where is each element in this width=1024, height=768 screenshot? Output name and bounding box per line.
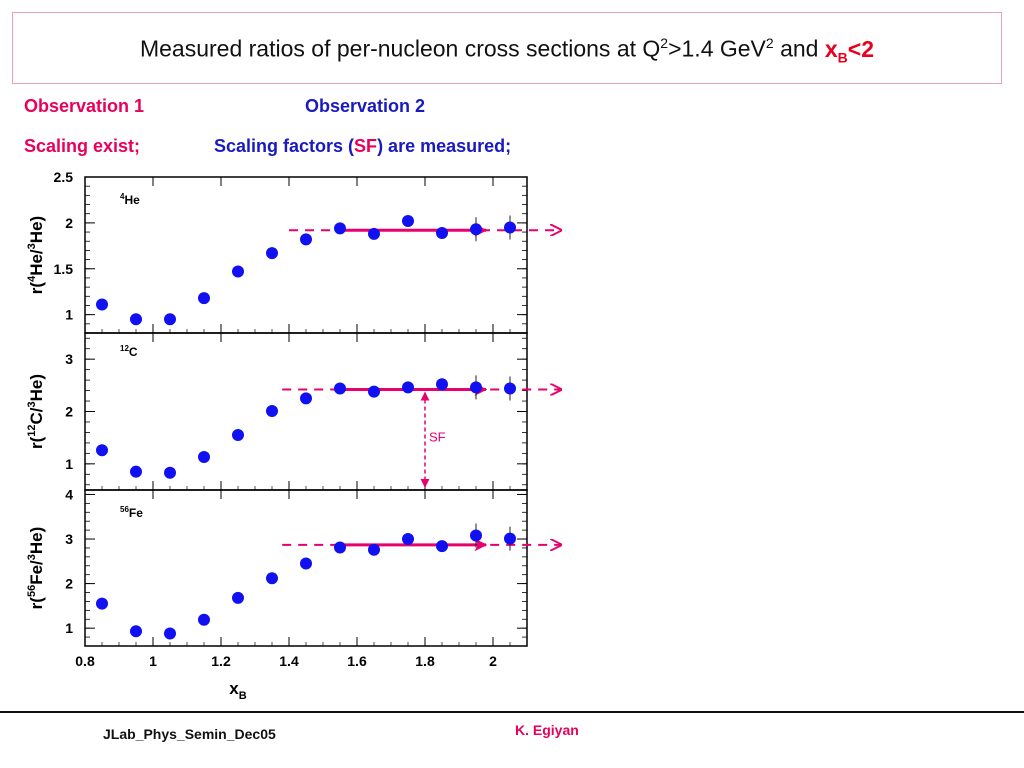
data-point [368, 227, 380, 240]
data-point [504, 382, 516, 395]
data-point [232, 591, 244, 604]
x-axis-label: xB [229, 679, 246, 702]
footer-left-text: JLab_Phys_Semin_Dec05 [103, 726, 276, 742]
data-point [198, 451, 210, 464]
y-tick-label: 1 [65, 456, 73, 472]
data-point [266, 572, 278, 585]
panel-label: 12C [120, 344, 138, 359]
data-point [130, 313, 142, 326]
data-point [334, 382, 346, 395]
data-point [130, 465, 142, 478]
panel-label: 4He [120, 192, 140, 207]
data-point [164, 627, 176, 640]
data-point [198, 613, 210, 626]
panel-56fe: 1 2 3 4 56Fe r(56Fe/3He) [26, 486, 561, 647]
data-point [368, 385, 380, 398]
data-point [504, 221, 516, 234]
data-point [470, 223, 482, 236]
data-point [232, 429, 244, 442]
data-point [470, 381, 482, 394]
observation-2-text: Scaling factors (SF) are measured; [214, 136, 512, 156]
footer-author: K. Egiyan [515, 722, 579, 738]
data-point [402, 381, 414, 394]
y-tick-label: 3 [65, 531, 73, 547]
y-tick-label: 1 [65, 307, 73, 323]
xb-label: xB<2 [824, 35, 875, 66]
panel-frame [84, 176, 528, 334]
data-point [266, 247, 278, 260]
y-tick-label: 2 [65, 404, 73, 420]
data-point [334, 222, 346, 235]
y-tick-label: 1.5 [54, 261, 74, 277]
data-point [504, 532, 516, 545]
x-tick-label: 1.4 [279, 653, 299, 669]
data-point [436, 226, 448, 239]
data-point [130, 625, 142, 638]
title-box: Measured ratios of per-nucleon cross sec… [12, 12, 1002, 84]
data-point [300, 557, 312, 570]
data-point [436, 378, 448, 391]
data-point [96, 444, 108, 457]
panel-4he: 1 1.5 2 2.5 4He r(4He/3He) [26, 169, 561, 334]
data-point [470, 529, 482, 542]
x-tick-label: 1.2 [211, 653, 231, 669]
observation-1-text: Scaling exist; [24, 136, 141, 156]
observation-1-title: Observation 1 [24, 96, 145, 116]
x-tick-label: 1.8 [415, 653, 435, 669]
y-axis-label: r(4He/3He) [26, 216, 46, 294]
panel-frame [84, 332, 528, 491]
data-point [300, 233, 312, 246]
data-point [266, 404, 278, 417]
y-tick-label: 3 [65, 351, 73, 367]
data-point [334, 541, 346, 554]
panel-12c: 1 2 3 12C r(12C/3He) SF [26, 332, 561, 491]
data-point [96, 298, 108, 311]
data-point [368, 543, 380, 556]
observation-2-title: Observation 2 [305, 96, 426, 116]
data-point [402, 533, 414, 546]
y-axis-label: r(56Fe/3He) [26, 527, 46, 610]
y-tick-label: 2.5 [54, 169, 74, 185]
data-point [402, 215, 414, 228]
x-tick-label: 2 [489, 653, 497, 669]
y-axis-label: r(12C/3He) [26, 374, 46, 449]
data-point [300, 392, 312, 405]
slide-title: Measured ratios of per-nucleon cross sec… [139, 35, 875, 66]
y-tick-label: 1 [65, 620, 73, 636]
sf-label: SF [429, 430, 446, 445]
data-point [232, 265, 244, 278]
y-tick-label: 4 [65, 486, 73, 502]
x-tick-label: 1 [149, 653, 157, 669]
data-point [164, 313, 176, 326]
data-point [198, 292, 210, 305]
x-tick-label: 1.6 [347, 653, 367, 669]
data-point [96, 597, 108, 610]
panel-label: 56Fe [120, 505, 143, 520]
data-point [164, 466, 176, 479]
y-tick-label: 2 [65, 576, 73, 592]
data-point [436, 540, 448, 553]
y-tick-label: 2 [65, 215, 73, 231]
footer-divider [0, 711, 1024, 713]
x-tick-label: 0.8 [75, 653, 95, 669]
